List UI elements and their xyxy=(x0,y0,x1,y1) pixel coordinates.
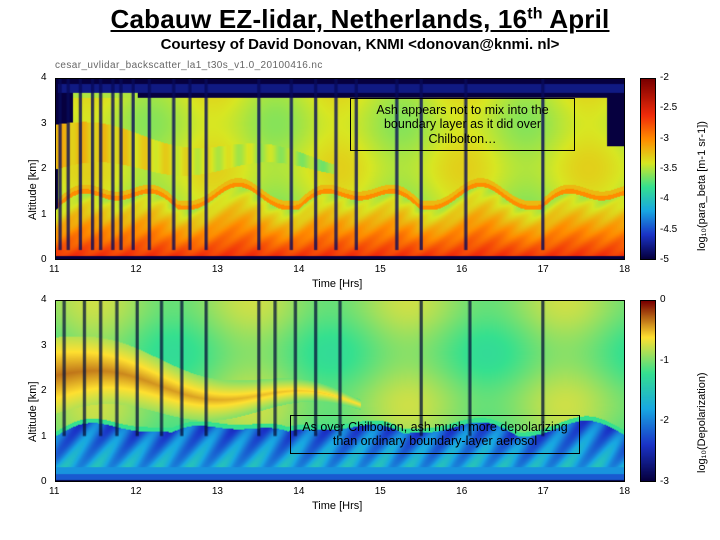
annotation-ash-mix: Ash appears not to mix into the boundary… xyxy=(350,98,575,151)
depolarization-colorbar xyxy=(640,300,656,482)
y-axis-label: Altitude [km] xyxy=(27,381,39,442)
annotation-depol: As over Chilbolton, ash much more depola… xyxy=(290,415,580,454)
backscatter-colorbar xyxy=(640,78,656,260)
x-axis-label: Time [Hrs] xyxy=(312,500,362,512)
x-axis-label: Time [Hrs] xyxy=(312,278,362,290)
depolarization-heatmap xyxy=(55,300,625,482)
slide-title: Cabauw EZ-lidar, Netherlands, 16th April xyxy=(0,4,720,35)
colorbar-label: log₁₀(para_beta [m-1 sr-1]) xyxy=(696,121,708,251)
title-text: Cabauw EZ-lidar, Netherlands, 16th April xyxy=(111,4,610,34)
slide: Cabauw EZ-lidar, Netherlands, 16th April… xyxy=(0,0,720,540)
y-axis-label: Altitude [km] xyxy=(27,159,39,220)
credit-line: Courtesy of David Donovan, KNMI <donovan… xyxy=(0,36,720,53)
filename-note: cesar_uvlidar_backscatter_la1_t30s_v1.0_… xyxy=(55,60,323,71)
colorbar-label: log₁₀(Depolarization) xyxy=(696,372,708,473)
